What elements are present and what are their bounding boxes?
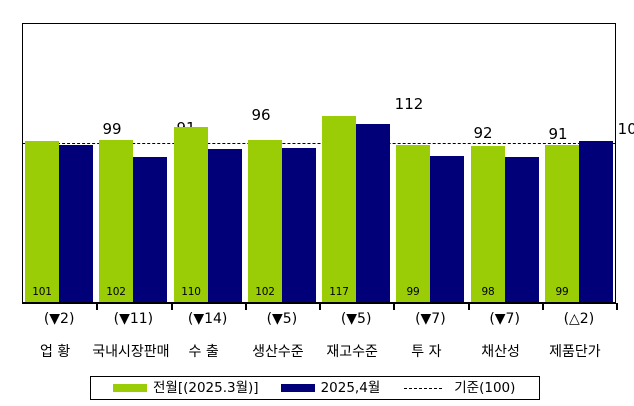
bar-value-current-month: 91	[548, 125, 568, 144]
bar-prev-month	[322, 115, 356, 302]
legend-swatch-prev-month	[113, 384, 147, 392]
legend-swatch-current-month	[280, 384, 315, 392]
category-label: 제품단가	[549, 344, 601, 360]
x-axis-line	[22, 302, 616, 304]
bar-current-month	[208, 149, 242, 302]
bar-group: 102	[248, 22, 316, 302]
delta-label: (▼7)	[489, 311, 520, 327]
delta-label: (▼2)	[43, 311, 75, 327]
delta-label: (▼7)	[415, 311, 446, 327]
delta-label: (△2)	[563, 311, 595, 327]
bar-value-current-month: 112	[394, 94, 424, 113]
bar-group: 99	[396, 22, 464, 302]
bar-value-prev-month: 99	[406, 286, 420, 298]
legend-label-prev-month: 전월[(2025.3월)]	[153, 380, 259, 396]
bar-prev-month	[471, 146, 505, 302]
bar-current-month	[430, 155, 464, 302]
axis-tick	[393, 303, 395, 310]
bar-prev-month	[396, 144, 430, 302]
bar-group: 102	[99, 22, 167, 302]
category-label: 생산수준	[252, 344, 304, 360]
delta-label: (▼5)	[340, 311, 372, 327]
category-label: 업 황	[40, 344, 71, 360]
delta-label: (▼11)	[113, 311, 154, 327]
bar-value-current-month: 96	[251, 106, 271, 125]
axis-tick	[542, 303, 544, 310]
legend-item-current-month: 2025,4월	[280, 380, 381, 396]
bar-prev-month	[174, 127, 208, 302]
bar-value-prev-month: 102	[255, 286, 275, 298]
axis-tick	[468, 303, 470, 310]
bar-group: 99	[545, 22, 613, 302]
category-label: 수 출	[188, 344, 219, 360]
bar-value-prev-month: 102	[106, 286, 126, 298]
bar-value-prev-month: 99	[555, 286, 569, 298]
bar-prev-month	[99, 139, 133, 302]
chart-legend: 전월[(2025.3월)] 2025,4월 기준(100)	[90, 376, 540, 400]
bar-value-prev-month: 117	[329, 286, 349, 298]
legend-swatch-reference-line	[404, 387, 443, 389]
delta-label: (▼5)	[266, 311, 298, 327]
bar-prev-month	[25, 141, 59, 302]
bar-value-current-month: 101	[617, 120, 634, 139]
delta-label: (▼14)	[187, 311, 228, 327]
bar-value-current-month: 99	[102, 120, 122, 139]
legend-item-reference: 기준(100)	[404, 381, 515, 395]
axis-tick	[171, 303, 173, 310]
axis-tick	[245, 303, 247, 310]
bar-value-prev-month: 110	[181, 286, 201, 298]
bar-group: 101	[25, 22, 93, 302]
bar-current-month	[356, 123, 390, 302]
category-label: 재고수준	[326, 344, 378, 360]
bar-group: 98	[471, 22, 539, 302]
bar-prev-month	[248, 139, 282, 302]
axis-tick	[96, 303, 98, 310]
bar-group: 117	[322, 22, 390, 302]
bar-prev-month	[545, 144, 579, 302]
category-label: 투 자	[411, 344, 442, 360]
legend-item-prev-month: 전월[(2025.3월)]	[113, 381, 259, 395]
bar-group: 110	[174, 22, 242, 302]
category-label: 국내시장판매	[92, 344, 170, 360]
bar-current-month	[59, 144, 93, 302]
bar-value-prev-month: 98	[481, 286, 495, 298]
bar-current-month	[282, 147, 316, 302]
bar-value-prev-month: 101	[32, 286, 52, 298]
axis-tick	[319, 303, 321, 310]
legend-label-reference: 기준(100)	[454, 380, 516, 396]
bar-current-month	[133, 157, 167, 302]
bar-value-current-month: 92	[473, 123, 493, 142]
reference-line-100	[22, 143, 616, 144]
category-label: 채산성	[481, 344, 520, 360]
axis-tick	[616, 303, 618, 310]
bar-current-month	[579, 141, 613, 302]
bar-current-month	[505, 157, 539, 302]
legend-label-current-month: 2025,4월	[320, 380, 381, 396]
